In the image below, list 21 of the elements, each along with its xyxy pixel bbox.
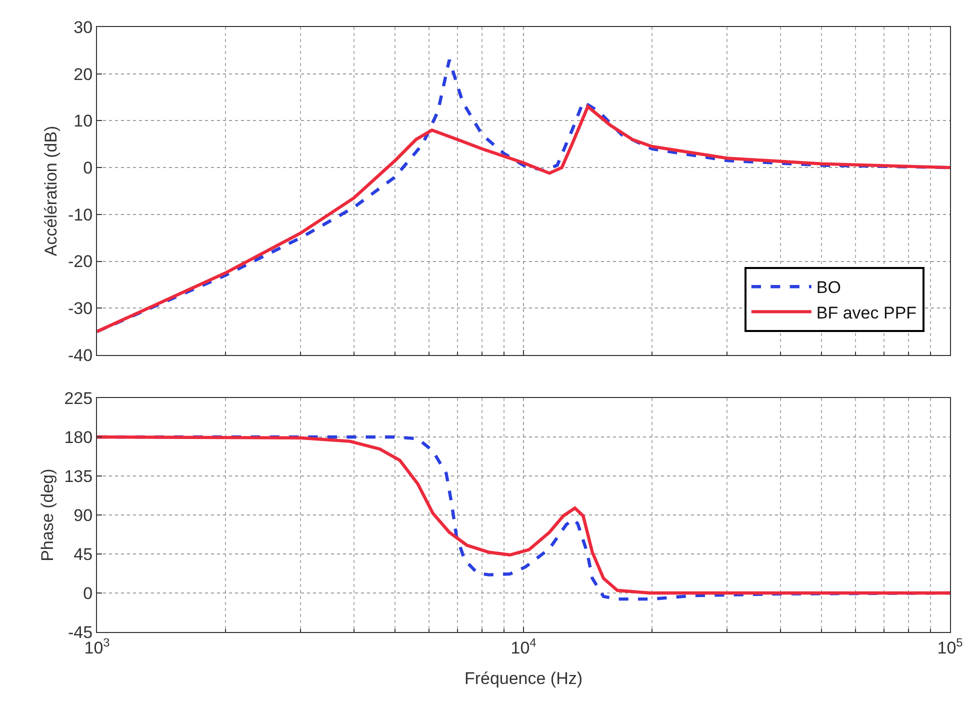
y-tick-label: 10 <box>74 112 93 131</box>
y-tick-label: 135 <box>64 466 93 486</box>
y-tick-label: -40 <box>68 346 93 365</box>
y-tick-label: 90 <box>74 506 93 525</box>
legend-label: BO <box>816 278 841 298</box>
x-tick-label: 10$^{4}$ <box>510 635 537 658</box>
x-axis-title: Fréquence (Hz) <box>464 668 583 688</box>
y-axis-title: Phase (deg) <box>38 468 57 562</box>
y-axis-title: Accélération (dB) <box>42 126 61 256</box>
y-tick-label: -10 <box>68 205 93 224</box>
y-tick-label: 0 <box>83 584 93 603</box>
y-tick-label: 180 <box>64 428 93 447</box>
y-tick-label: -30 <box>68 299 93 318</box>
y-tick-label: 0 <box>83 158 93 178</box>
y-tick-label: 20 <box>74 64 93 84</box>
x-tick-label: 10$^{5}$ <box>937 635 964 658</box>
y-tick-label: 45 <box>74 544 93 564</box>
y-tick-label: 30 <box>74 18 93 37</box>
y-tick-label: -20 <box>68 252 93 272</box>
legend-label: BF avec PPF <box>816 303 917 322</box>
y-tick-label: 225 <box>64 388 93 408</box>
